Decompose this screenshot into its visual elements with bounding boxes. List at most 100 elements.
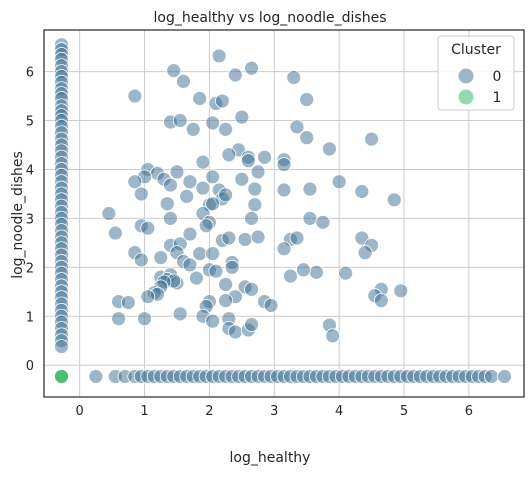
data-point-cluster-0	[325, 328, 341, 344]
y-tick-label: 0	[26, 359, 34, 374]
data-point-cluster-0	[218, 121, 234, 137]
data-point-cluster-0	[289, 230, 305, 246]
data-point-cluster-0	[276, 182, 292, 198]
data-point-cluster-0	[364, 131, 379, 147]
data-point-cluster-0	[276, 157, 292, 172]
data-point-cluster-0	[192, 91, 208, 106]
data-point-cluster-0	[244, 317, 259, 332]
data-point-cluster-0	[296, 262, 311, 278]
data-point-cluster-0	[88, 369, 104, 384]
y-tick-label: 1	[26, 310, 34, 325]
legend-title: Cluster	[451, 42, 501, 58]
data-point-cluster-0	[137, 311, 152, 327]
data-point-cluster-0	[166, 63, 182, 79]
data-point-cluster-0	[234, 109, 250, 125]
data-point-cluster-0	[182, 257, 198, 273]
x-tick-label: 2	[205, 404, 213, 419]
data-point-cluster-0	[244, 281, 259, 297]
data-point-cluster-0	[373, 293, 389, 309]
data-point-cluster-0	[198, 218, 214, 234]
data-point-cluster-0	[140, 220, 156, 236]
plot-frame	[43, 29, 525, 398]
y-tick-label: 4	[26, 163, 34, 178]
data-point-cluster-0	[214, 93, 230, 109]
data-point-cluster-0	[120, 295, 136, 310]
data-point-cluster-0	[195, 154, 211, 170]
x-tick-label: 1	[140, 404, 148, 419]
legend-marker-cluster-0	[457, 67, 475, 85]
data-point-cluster-0	[354, 184, 370, 199]
data-point-cluster-0	[218, 187, 234, 203]
data-point-cluster-0	[338, 265, 354, 281]
data-point-cluster-0	[179, 188, 195, 204]
y-tick-label: 5	[26, 115, 34, 130]
data-point-cluster-0	[244, 210, 259, 226]
data-point-cluster-0	[111, 311, 126, 327]
data-point-cluster-0	[208, 263, 224, 279]
data-point-cluster-0	[221, 147, 237, 163]
data-point-cluster-0	[127, 88, 143, 104]
x-tick-label: 6	[465, 404, 473, 419]
data-point-cluster-0	[205, 313, 221, 329]
data-point-cluster-0	[205, 115, 221, 131]
data-point-cluster-0	[315, 214, 331, 230]
data-point-cluster-0	[237, 232, 253, 247]
y-tick-label: 6	[26, 66, 34, 81]
legend-label-cluster-0: 0	[493, 69, 502, 85]
data-point-cluster-0	[192, 246, 208, 262]
data-point-cluster-0	[218, 277, 234, 292]
data-point-cluster-0	[172, 306, 188, 322]
data-point-cluster-0	[205, 196, 221, 212]
data-point-cluster-0	[234, 171, 250, 187]
x-tick-label: 3	[270, 404, 278, 419]
data-point-cluster-0	[250, 229, 266, 245]
chart-title: log_healthy vs log_noodle_dishes	[153, 10, 386, 26]
data-point-cluster-0	[283, 268, 298, 284]
legend-marker-cluster-1	[457, 88, 475, 106]
x-tick-label: 0	[76, 404, 84, 419]
data-point-cluster-0	[176, 73, 191, 89]
data-point-cluster-0	[169, 164, 185, 180]
data-point-cluster-0	[211, 48, 227, 64]
data-point-cluster-0	[101, 206, 117, 221]
data-point-cluster-0	[224, 259, 240, 275]
x-tick-labels: 0 1 2 3 4 5 6	[76, 404, 473, 419]
data-point-cluster-0	[221, 230, 237, 246]
data-point-cluster-0	[322, 141, 337, 157]
data-point-cluster-0	[276, 241, 292, 257]
data-point-cluster-0	[227, 324, 243, 340]
data-point-cluster-0	[163, 210, 178, 226]
data-point-cluster-0	[205, 246, 221, 262]
data-point-cluster-0	[302, 210, 318, 226]
data-point-cluster-0	[250, 164, 266, 180]
data-point-cluster-0	[331, 174, 347, 190]
data-point-cluster-0	[182, 226, 198, 242]
data-points	[54, 37, 512, 384]
data-point-cluster-0	[299, 130, 315, 146]
data-point-cluster-0	[286, 70, 302, 85]
data-point-cluster-0	[302, 181, 318, 197]
data-point-cluster-0	[189, 270, 204, 286]
data-point-cluster-0	[497, 369, 512, 384]
data-point-cluster-0	[240, 153, 256, 169]
data-point-cluster-0	[185, 121, 201, 137]
data-point-cluster-0	[289, 119, 305, 135]
data-point-cluster-0	[247, 181, 263, 197]
data-point-cluster-0	[299, 92, 315, 107]
legend-label-cluster-1: 1	[493, 90, 502, 106]
y-tick-labels: 0 1 2 3 4 5 6	[26, 66, 34, 375]
y-axis-label: log_noodle_dishes	[10, 151, 26, 279]
data-point-cluster-0	[163, 177, 178, 193]
x-tick-label: 5	[400, 404, 408, 419]
data-point-cluster-0	[393, 283, 409, 299]
data-point-cluster-0	[182, 174, 198, 190]
data-point-cluster-0	[195, 180, 211, 196]
data-point-cluster-0	[127, 174, 143, 190]
data-point-cluster-0	[107, 225, 123, 241]
data-point-cluster-0	[247, 197, 263, 213]
x-tick-label: 4	[335, 404, 343, 419]
legend: Cluster 0 1	[437, 35, 515, 111]
data-point-cluster-0	[205, 169, 221, 185]
